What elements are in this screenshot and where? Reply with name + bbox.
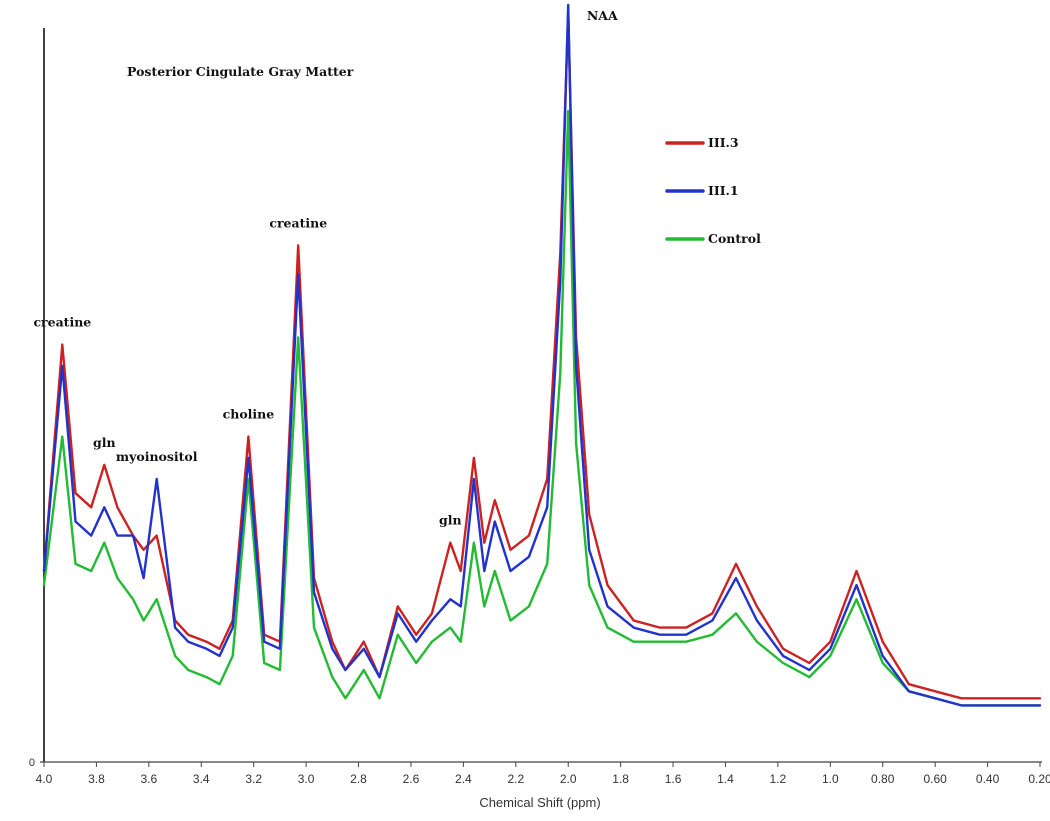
x-tick-label: 1.6: [665, 772, 682, 786]
x-tick-label: 3.4: [193, 772, 210, 786]
series-line-iii-3: [42, 10, 1042, 700]
peak-label: NAA: [587, 8, 618, 23]
peak-label: choline: [223, 407, 275, 422]
peak-label: myoinositol: [116, 449, 198, 464]
x-tick-label: 0.80: [871, 772, 895, 786]
x-axis-label: Chemical Shift (ppm): [479, 795, 600, 810]
x-tick-label: 2.6: [403, 772, 420, 786]
x-tick-label: 2.2: [507, 772, 524, 786]
x-tick-label: 1.0: [822, 772, 839, 786]
peak-label: gln: [93, 435, 116, 450]
x-tick-label: 4.0: [36, 772, 53, 786]
x-tick-label: 2.8: [350, 772, 367, 786]
x-tick-label: 0.60: [923, 772, 947, 786]
legend-label: III.1: [708, 183, 739, 198]
x-tick-label: 1.8: [612, 772, 629, 786]
x-tick-label: 1.2: [770, 772, 787, 786]
series-layer: [42, 3, 1042, 707]
x-tick-label: 3.6: [140, 772, 157, 786]
x-ticks: 4.0 3.8 3.6 3.4 3.2 3.0 2.8 2.6 2.4 2.2 2.0 1.8 1.6 1…: [36, 762, 1050, 786]
legend-label: III.3: [708, 135, 739, 150]
x-tick-label: 2.4: [455, 772, 472, 786]
series-line-control: [42, 109, 1042, 707]
x-tick-label: 3.2: [245, 772, 262, 786]
series-line-iii-1: [42, 3, 1042, 707]
legend: III.3 III.1 Control: [665, 135, 761, 246]
legend-label: Control: [708, 231, 761, 246]
x-tick-label: 1.4: [717, 772, 734, 786]
x-tick-label: 3.8: [88, 772, 105, 786]
y-zero-label: 0: [29, 757, 35, 769]
x-tick-label: 2.0: [560, 772, 577, 786]
x-tick-label: 3.0: [298, 772, 315, 786]
peak-label: creatine: [269, 216, 327, 231]
x-tick-label: 0.40: [976, 772, 1000, 786]
peak-label: creatine: [33, 315, 91, 330]
peak-annotations: creatineglnmyoinositolcholinecreatinegln…: [33, 8, 618, 528]
x-tick-label: 0.20: [1028, 772, 1050, 786]
axes: 0: [29, 28, 1042, 769]
chart-title: Posterior Cingulate Gray Matter: [127, 64, 354, 79]
peak-label: gln: [439, 513, 462, 528]
